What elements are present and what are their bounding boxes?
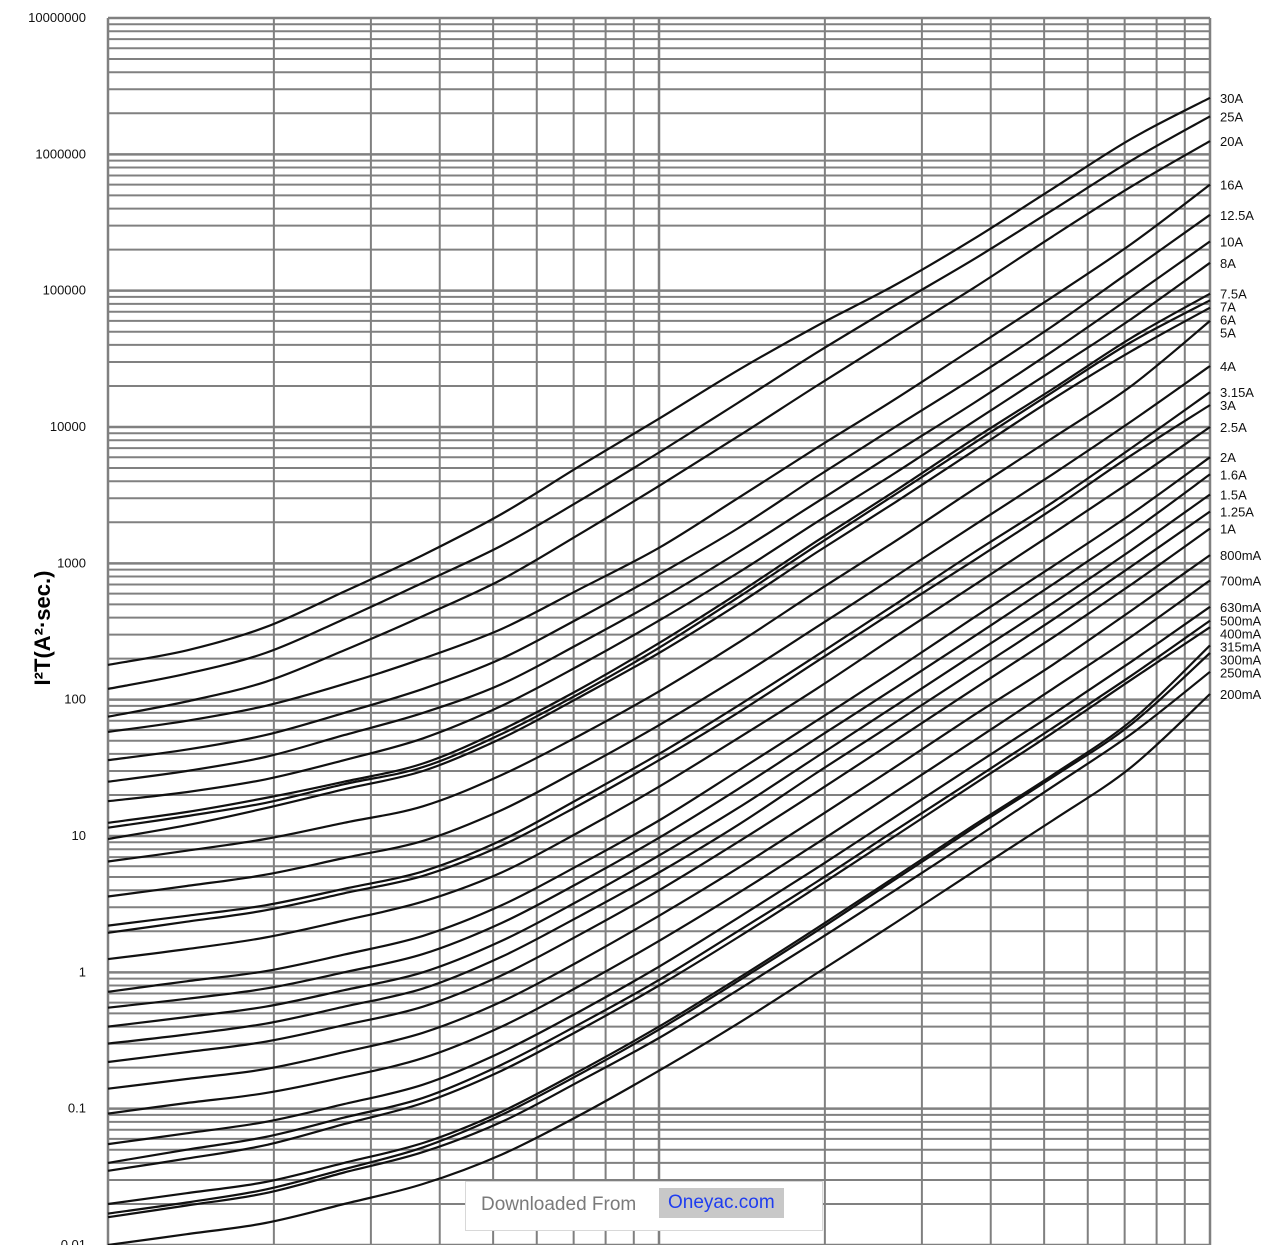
series-line bbox=[107, 213, 1211, 762]
series-line bbox=[107, 140, 1211, 718]
series-line bbox=[107, 626, 1211, 1172]
series-line bbox=[107, 473, 1211, 1009]
y-tick-label: 1000 bbox=[57, 555, 86, 570]
series-line bbox=[107, 391, 1211, 927]
series-label: 7A bbox=[1220, 300, 1236, 315]
series-line bbox=[107, 320, 1211, 863]
series-line bbox=[107, 644, 1211, 1206]
series-line bbox=[107, 426, 1211, 961]
series-line bbox=[107, 299, 1211, 829]
series-label: 12.5A bbox=[1220, 208, 1254, 223]
series-line bbox=[107, 605, 1211, 1146]
series-label: 3.15A bbox=[1220, 385, 1254, 400]
series-line bbox=[107, 261, 1211, 803]
series-label: 200mA bbox=[1220, 687, 1262, 702]
series-label: 2.5A bbox=[1220, 420, 1247, 435]
series-line bbox=[107, 493, 1211, 1028]
series-label: 8A bbox=[1220, 256, 1236, 271]
series-label: 250mA bbox=[1220, 666, 1262, 681]
series-label: 6A bbox=[1220, 313, 1236, 328]
series-label: 1A bbox=[1220, 522, 1236, 537]
series-line bbox=[107, 579, 1211, 1115]
y-tick-label: 10 bbox=[72, 828, 86, 843]
series-label: 1.25A bbox=[1220, 504, 1254, 519]
series-label: 2A bbox=[1220, 450, 1236, 465]
series-label: 25A bbox=[1220, 109, 1243, 124]
series-label: 20A bbox=[1220, 134, 1243, 149]
series-line bbox=[107, 96, 1211, 666]
series-label: 10A bbox=[1220, 234, 1243, 249]
series-line bbox=[107, 365, 1211, 898]
series-line bbox=[107, 183, 1211, 733]
y-tick-label: 100 bbox=[64, 692, 86, 707]
series-line bbox=[107, 306, 1211, 841]
y-tick-label: 1000000 bbox=[35, 146, 86, 161]
series-label: 4A bbox=[1220, 359, 1236, 374]
series-label: 16A bbox=[1220, 178, 1243, 193]
y-tick-label: 100000 bbox=[43, 283, 86, 298]
series-lines bbox=[107, 96, 1211, 1245]
series-label: 315mA bbox=[1220, 640, 1262, 655]
series-line bbox=[107, 652, 1211, 1215]
watermark-prefix: Downloaded From bbox=[481, 1194, 637, 1215]
series-line bbox=[107, 292, 1211, 824]
series-label: 800mA bbox=[1220, 548, 1262, 563]
series-label: 400mA bbox=[1220, 627, 1262, 642]
series-label: 630mA bbox=[1220, 600, 1262, 615]
watermark-site-link[interactable]: Oneyac.com bbox=[659, 1188, 784, 1218]
series-line bbox=[107, 115, 1211, 690]
series-line bbox=[107, 527, 1211, 1064]
watermark-box: Downloaded From Oneyac.com bbox=[465, 1181, 823, 1231]
y-axis-label: I²T(A²·sec.) bbox=[30, 571, 55, 686]
grid-lines bbox=[106, 16, 1212, 1245]
series-line bbox=[107, 240, 1211, 783]
series-label: 5A bbox=[1220, 326, 1236, 341]
y-tick-label: 10000 bbox=[50, 419, 86, 434]
y-tick-label: 0.1 bbox=[68, 1101, 86, 1116]
y-tick-label: 10000000 bbox=[28, 10, 86, 25]
y-tick-label: 1 bbox=[79, 964, 86, 979]
series-label: 1.5A bbox=[1220, 487, 1247, 502]
series-line bbox=[107, 510, 1211, 1045]
y-tick-labels: 10000000 1000000 100000 10000 1000 100 10 1 0.1 0… bbox=[28, 10, 86, 1245]
series-line bbox=[107, 693, 1211, 1245]
series-label: 1.6A bbox=[1220, 467, 1247, 482]
series-label: 7.5A bbox=[1220, 287, 1247, 302]
series-line bbox=[107, 619, 1211, 1164]
series-line bbox=[107, 456, 1211, 993]
series-label: 30A bbox=[1220, 91, 1243, 106]
series-label: 500mA bbox=[1220, 614, 1262, 629]
y-tick-label: 0.01 bbox=[61, 1237, 86, 1245]
series-label: 300mA bbox=[1220, 653, 1262, 668]
series-label: 700mA bbox=[1220, 573, 1262, 588]
series-label: 3A bbox=[1220, 398, 1236, 413]
series-line bbox=[107, 404, 1211, 934]
series-line bbox=[107, 670, 1211, 1219]
series-labels: 30A25A20A16A12.5A10A8A7.5A7A6A5A4A3.15A3… bbox=[1220, 91, 1262, 702]
series-line bbox=[107, 554, 1211, 1090]
